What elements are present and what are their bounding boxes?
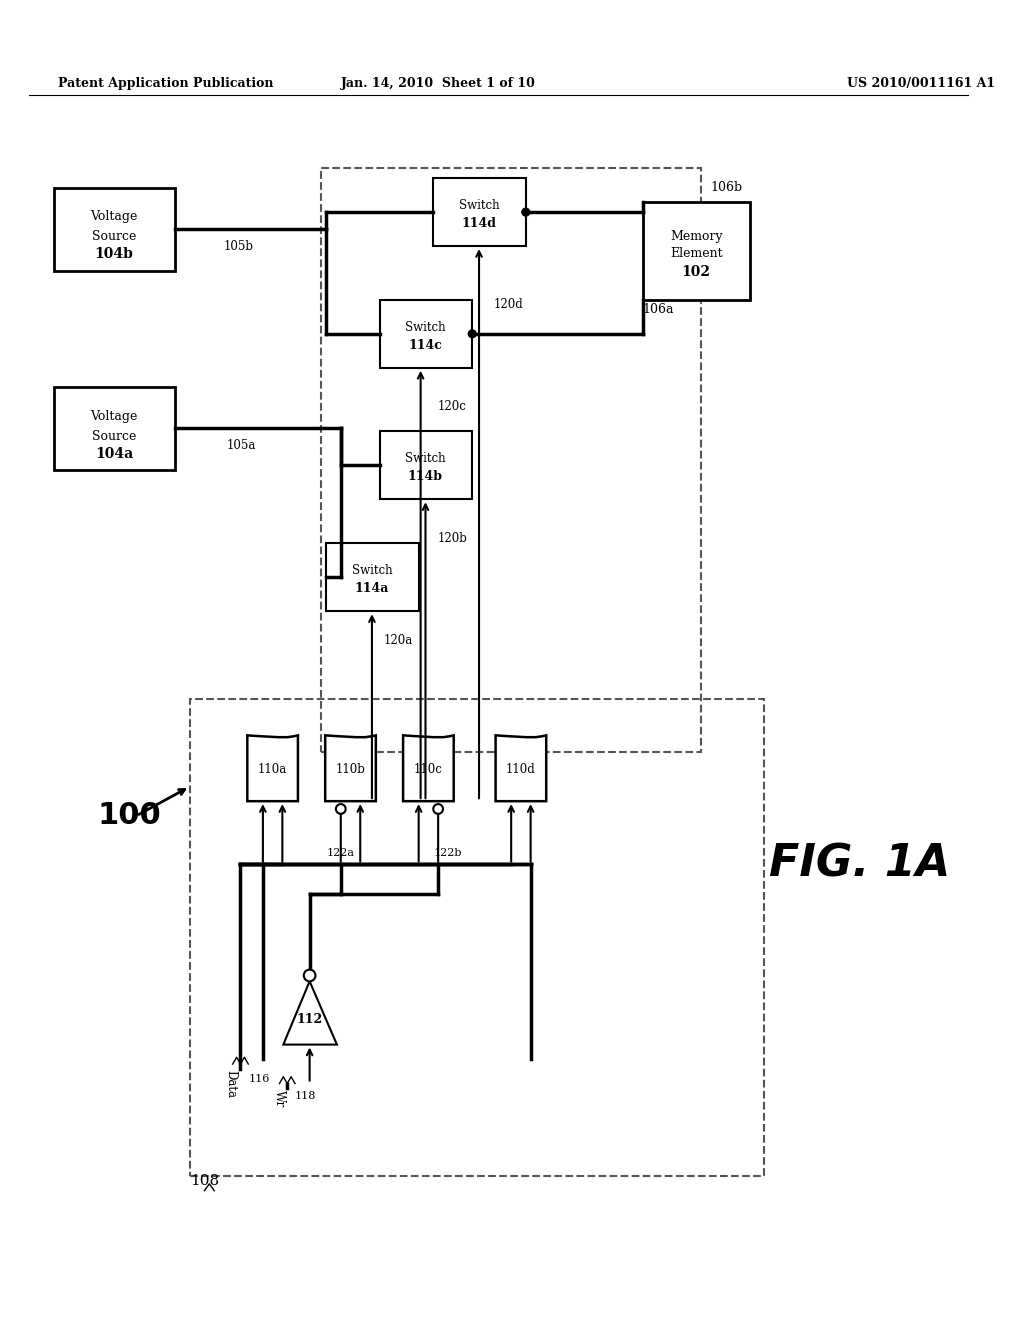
Bar <box>322 169 701 752</box>
Bar <box>189 700 764 1176</box>
Text: Data: Data <box>224 1069 238 1097</box>
Bar <box>380 432 472 499</box>
Text: 100: 100 <box>97 801 161 830</box>
Text: 105a: 105a <box>226 440 256 453</box>
Circle shape <box>468 330 476 338</box>
Text: 114d: 114d <box>462 218 497 230</box>
Bar <box>433 178 525 247</box>
PathPatch shape <box>326 735 376 801</box>
Circle shape <box>336 804 346 814</box>
Text: Jan. 14, 2010  Sheet 1 of 10: Jan. 14, 2010 Sheet 1 of 10 <box>341 77 536 90</box>
Text: 118: 118 <box>295 1092 316 1101</box>
Text: Source: Source <box>92 429 136 442</box>
Text: 110d: 110d <box>506 763 536 776</box>
Text: 122b: 122b <box>433 847 462 858</box>
Bar <box>380 300 472 368</box>
PathPatch shape <box>496 735 546 801</box>
Text: 120d: 120d <box>494 298 523 312</box>
Text: 122a: 122a <box>327 847 354 858</box>
Circle shape <box>433 804 443 814</box>
Bar <box>327 543 419 611</box>
Text: 114c: 114c <box>409 339 442 352</box>
PathPatch shape <box>248 735 298 801</box>
Text: Element: Element <box>670 247 723 260</box>
Text: Voltage: Voltage <box>90 411 137 424</box>
Text: Switch: Switch <box>406 451 445 465</box>
Text: Switch: Switch <box>351 564 392 577</box>
Text: Switch: Switch <box>406 321 445 334</box>
Text: FIG. 1A: FIG. 1A <box>769 843 950 886</box>
Text: Patent Application Publication: Patent Application Publication <box>58 77 273 90</box>
Text: 102: 102 <box>682 265 711 280</box>
Bar <box>643 202 750 300</box>
Text: 106b: 106b <box>711 181 742 194</box>
Text: 112: 112 <box>297 1012 323 1026</box>
Text: 104b: 104b <box>94 247 133 261</box>
Text: 116: 116 <box>248 1073 269 1084</box>
Text: 114b: 114b <box>408 470 443 483</box>
Text: Wr: Wr <box>273 1089 286 1106</box>
Text: 110c: 110c <box>414 763 442 776</box>
Bar <box>53 387 175 470</box>
Text: 120b: 120b <box>437 532 467 545</box>
Text: 120c: 120c <box>437 400 466 413</box>
Text: Voltage: Voltage <box>90 210 137 223</box>
Circle shape <box>304 970 315 981</box>
Text: Switch: Switch <box>459 199 500 211</box>
Text: Memory: Memory <box>670 230 723 243</box>
Text: US 2010/0011161 A1: US 2010/0011161 A1 <box>847 77 995 90</box>
Text: 110a: 110a <box>258 763 288 776</box>
Text: 114a: 114a <box>354 582 389 595</box>
Bar <box>53 187 175 271</box>
Circle shape <box>522 209 529 216</box>
Text: 106a: 106a <box>643 304 674 315</box>
Text: 104a: 104a <box>95 446 133 461</box>
Text: 120a: 120a <box>384 634 413 647</box>
PathPatch shape <box>403 735 454 801</box>
Text: 110b: 110b <box>336 763 366 776</box>
Polygon shape <box>284 981 337 1044</box>
Text: Source: Source <box>92 230 136 243</box>
Text: 108: 108 <box>189 1173 219 1188</box>
Text: 105b: 105b <box>223 240 254 252</box>
